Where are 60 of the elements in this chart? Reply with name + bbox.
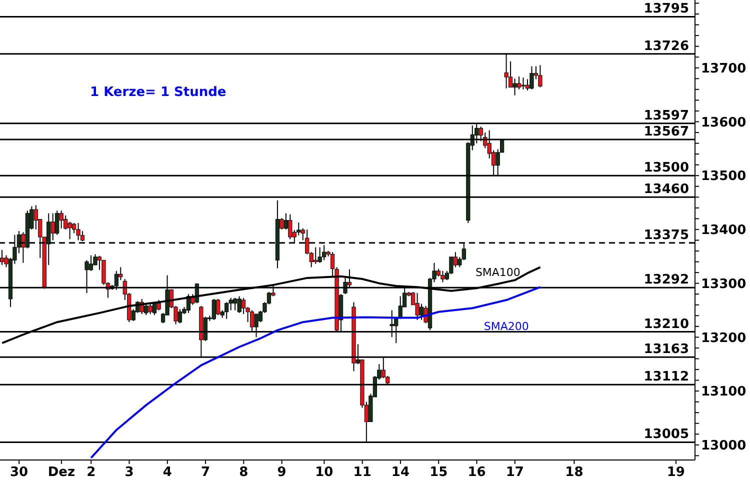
y-tick-label: 13600 [701,115,746,130]
ref-line-label: 13726 [644,38,689,54]
y-tick-label: 13400 [701,223,746,238]
y-tick-label: 13200 [701,330,746,346]
x-tick-label: 7 [201,465,210,480]
x-tick-label: 10 [315,465,334,480]
candlestick [440,270,445,283]
candlestick [288,214,292,240]
x-tick-label: 19 [666,465,685,480]
annotation: 1 Kerze= 1 Stunde [90,85,226,100]
ref-line-label: 13597 [644,108,689,124]
candlestick [521,77,526,90]
x-tick-label: 8 [239,465,248,480]
x-tick-label: 30 [10,465,28,480]
candlestick [178,308,182,324]
candlestick [68,221,72,240]
x-tick-label: 15 [430,465,448,480]
y-tick-label: 13300 [701,276,746,292]
x-tick-label: 16 [468,465,486,480]
x-tick-label: 9 [277,465,286,480]
candlestick [318,246,322,264]
x-tick-label: Dez [48,465,76,480]
candlestick [50,212,55,241]
candlestick [0,249,4,266]
x-tick-label: 11 [353,465,372,480]
line-series [90,286,542,459]
candlestick [415,292,420,320]
x-tick-label: 14 [391,465,410,480]
candlestick [88,254,94,272]
ref-line-label: 13210 [644,316,689,332]
candlestick [156,300,161,311]
ref-line-label: 13567 [644,124,689,140]
candlestick [538,64,542,88]
x-tick-label: 17 [506,465,524,480]
y-tick-label: 13500 [701,169,746,184]
x-tick-label: 3 [124,465,134,480]
y-tick-label: 13100 [701,384,746,400]
y-tick-label: 13000 [701,438,746,454]
ref-line-label: 13500 [644,160,689,176]
ref-line-label: 13112 [644,370,689,385]
candlestick [516,76,522,90]
series-label: SMA100 [475,266,520,279]
series-label: SMA200 [484,320,529,334]
candlestick [148,303,152,315]
ref-line-label: 13163 [644,342,689,358]
candlestick [237,296,242,314]
ref-line-label: 13375 [644,228,689,243]
x-tick-label: 2 [86,465,96,480]
x-tick-label: 4 [162,465,172,480]
candlestick [512,78,517,96]
ref-line-label: 13460 [644,182,689,198]
candlestick [530,66,534,90]
ref-line-label: 13795 [644,2,689,17]
candlestick [216,298,220,316]
ref-line-label: 13005 [644,427,689,442]
ref-line-label: 13292 [644,272,689,288]
candlestick [419,303,424,320]
candlestick [76,222,80,241]
x-tick-label: 18 [565,465,584,480]
y-tick-label: 13700 [701,61,746,76]
